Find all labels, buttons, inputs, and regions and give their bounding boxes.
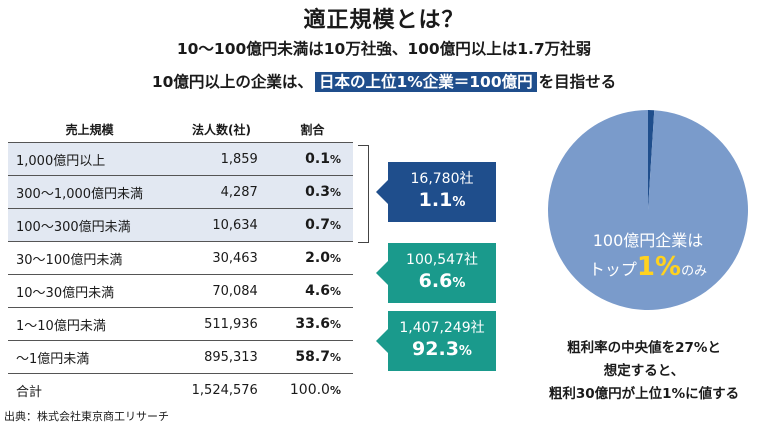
table-row: 1～10億円未満 511,936 33.6%	[8, 307, 353, 341]
row-share-value: 0.3	[305, 184, 330, 200]
group-share: 92.3%	[388, 337, 496, 364]
row-share-unit: %	[329, 285, 341, 298]
row-count: 1,859	[171, 142, 272, 176]
group-share-value: 92.3	[412, 337, 459, 360]
row-share-unit: %	[329, 252, 341, 265]
pie-label-percent: 1%	[636, 252, 682, 282]
row-share-value: 58.7	[295, 349, 330, 365]
total-share: 100.0%	[272, 374, 353, 407]
group-share-unit: %	[458, 343, 472, 359]
row-share-value: 0.7	[305, 217, 330, 233]
row-share: 0.7%	[271, 208, 353, 242]
pie-label-top: トップ	[588, 260, 637, 279]
row-share: 33.6%	[271, 307, 353, 341]
pie-slice-rest	[548, 110, 748, 310]
row-count: 511,936	[171, 307, 272, 341]
note-text: 粗利率の中央値を27%と 想定すると、 粗利30億円が上位1%に値する	[518, 337, 768, 406]
table-row: 300～1,000億円未満 4,287 0.3%	[8, 175, 353, 209]
group-count: 1,407,249社	[399, 319, 485, 336]
row-share-value: 0.1	[305, 151, 330, 167]
row-category: ～1億円未満	[8, 340, 172, 374]
row-share: 58.7%	[271, 340, 353, 374]
group-share: 6.6%	[388, 269, 496, 296]
subtitle-line2: 10億円以上の企業は、 日本の上位1%企業＝100億円 を目指せる	[0, 70, 768, 92]
subtitle-line2-pre: 10億円以上の企業は、	[151, 73, 313, 91]
group-share-value: 1.1	[418, 188, 453, 211]
pie-svg	[548, 110, 748, 310]
group-share: 1.1%	[388, 188, 496, 215]
table-row: 100～300億円未満 10,634 0.7%	[8, 208, 353, 242]
row-share-value: 33.6	[295, 316, 330, 332]
group-share-value: 6.6	[418, 269, 453, 292]
subtitle-highlight: 日本の上位1%企業＝100億円	[314, 72, 537, 92]
row-share: 2.0%	[271, 241, 353, 275]
total-label: 合計	[16, 384, 43, 400]
revenue-table: 売上規模 法人数(社) 割合 1,000億円以上 1,859 0.1% 300～…	[8, 116, 353, 406]
row-category: 100～300億円未満	[8, 208, 172, 242]
table-row: 30～100億円未満 30,463 2.0%	[8, 241, 353, 275]
row-share-unit: %	[329, 318, 341, 331]
pie-label: 100億円企業は トップ1%のみ	[548, 228, 748, 285]
source-credit: 出典：株式会社東京商工リサーチ	[4, 410, 169, 423]
row-share-unit: %	[329, 351, 341, 364]
row-category: 1～10億円未満	[8, 307, 172, 341]
subtitle-line2-post: を目指せる	[538, 73, 617, 91]
table-row: 10～30億円未満 70,084 4.6%	[8, 274, 353, 308]
table-total-row: 合計 1,524,576 100.0%	[8, 374, 353, 407]
note-line: 粗利30億円が上位1%に値する	[548, 386, 740, 402]
total-share-unit: %	[329, 384, 341, 397]
col-header-share: 割合	[271, 116, 353, 143]
group-bracket	[358, 145, 369, 243]
row-share-value: 2.0	[305, 250, 330, 266]
total-count: 1,524,576	[191, 382, 258, 398]
group-box-top: 16,780社 1.1%	[376, 162, 496, 222]
page-title: 適正規模とは？	[303, 8, 465, 33]
row-count: 70,084	[171, 274, 272, 308]
row-count: 4,287	[171, 175, 272, 209]
row-share-value: 4.6	[305, 283, 330, 299]
row-share-unit: %	[329, 186, 341, 199]
row-category: 30～100億円未満	[8, 241, 172, 275]
group-box-bottom: 1,407,249社 92.3%	[376, 311, 496, 371]
pie-slice-top1	[648, 110, 655, 210]
pie-label-line2: トップ1%のみ	[548, 254, 748, 285]
row-share: 0.3%	[271, 175, 353, 209]
row-count: 10,634	[171, 208, 272, 242]
pie-label-only: のみ	[681, 264, 708, 279]
row-share: 4.6%	[271, 274, 353, 308]
group-box-middle: 100,547社 6.6%	[376, 243, 496, 303]
row-share: 0.1%	[271, 142, 353, 176]
group-share-unit: %	[452, 275, 466, 291]
group-count: 16,780社	[410, 170, 474, 187]
total-share-value: 100.0	[289, 382, 330, 398]
group-count: 100,547社	[406, 251, 478, 268]
row-share-unit: %	[329, 219, 341, 232]
col-header-category: 売上規模	[8, 116, 172, 143]
row-category: 300～1,000億円未満	[8, 175, 172, 209]
row-category: 1,000億円以上	[8, 142, 172, 176]
row-count: 30,463	[171, 241, 272, 275]
row-category: 10～30億円未満	[8, 274, 172, 308]
pie-chart	[548, 110, 748, 310]
table-row: ～1億円未満 895,313 58.7%	[8, 340, 353, 374]
table-row: 1,000億円以上 1,859 0.1%	[8, 142, 353, 176]
note-line: 粗利率の中央値を27%と	[567, 340, 721, 356]
table-header-row: 売上規模 法人数(社) 割合	[8, 116, 353, 143]
group-share-unit: %	[452, 194, 466, 210]
pie-label-line1: 100億円企業は	[592, 231, 704, 250]
row-share-unit: %	[329, 153, 341, 166]
note-line: 想定すると、	[603, 363, 685, 379]
col-header-count: 法人数(社)	[171, 116, 272, 143]
subtitle-line1: 10～100億円未満は10万社強、100億円以上は1.7万社弱	[176, 40, 592, 58]
row-count: 895,313	[171, 340, 272, 374]
